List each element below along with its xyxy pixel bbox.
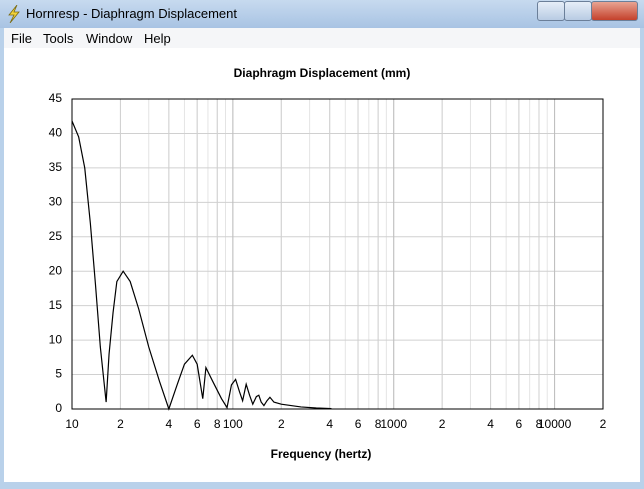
title-bar: Hornresp - Diaphragm Displacement: [0, 0, 644, 28]
window-title: Hornresp - Diaphragm Displacement: [26, 6, 237, 21]
minimize-button[interactable]: [537, 1, 565, 21]
x-axis-label: Frequency (hertz): [271, 447, 372, 461]
menu-item[interactable]: Help: [144, 31, 171, 46]
data-line: [71, 120, 332, 411]
y-tick-label: 0: [55, 401, 62, 415]
x-tick-label: 8: [214, 417, 221, 431]
x-tick-label: 2: [117, 417, 124, 431]
menu-item[interactable]: Tools: [43, 31, 74, 46]
chart: Diaphragm Displacement (mm) Frequency (h…: [49, 66, 607, 461]
y-tick-label: 15: [49, 298, 63, 312]
plot-frame: [71, 98, 604, 410]
y-tick-label: 40: [49, 126, 63, 140]
client-area: Diaphragm Displacement (mm) Frequency (h…: [4, 48, 640, 482]
x-tick-label: 8: [375, 417, 382, 431]
chart-title: Diaphragm Displacement (mm): [234, 66, 411, 80]
x-tick-label: 4: [326, 417, 333, 431]
x-tick-label: 2: [278, 417, 285, 431]
y-tick-label: 5: [55, 367, 62, 381]
x-tick-label: 2: [439, 417, 446, 431]
x-tick-label: 6: [516, 417, 523, 431]
x-tick-label: 2: [600, 417, 607, 431]
y-tick-label: 25: [49, 229, 63, 243]
x-tick-label: 8: [536, 417, 543, 431]
app-icon: [8, 5, 20, 23]
x-tick-label: 6: [194, 417, 201, 431]
y-tick-label: 45: [49, 91, 63, 105]
y-tick-label: 35: [49, 160, 63, 174]
y-tick-label: 30: [49, 195, 63, 209]
x-tick-label: 10000: [538, 417, 572, 431]
y-tick-label: 20: [49, 263, 63, 277]
x-tick-label: 100: [223, 417, 243, 431]
y-tick-label: 10: [49, 332, 63, 346]
menu-item[interactable]: Window: [86, 31, 133, 46]
x-tick-label: 1000: [380, 417, 407, 431]
x-tick-label: 4: [487, 417, 494, 431]
x-tick-label: 4: [166, 417, 173, 431]
close-button[interactable]: [591, 1, 638, 21]
x-tick-label: 6: [355, 417, 362, 431]
menu-bar: File Tools Window Help: [4, 28, 640, 48]
maximize-button[interactable]: [564, 1, 592, 21]
x-tick-label: 10: [65, 417, 79, 431]
menu-item[interactable]: File: [11, 31, 32, 46]
